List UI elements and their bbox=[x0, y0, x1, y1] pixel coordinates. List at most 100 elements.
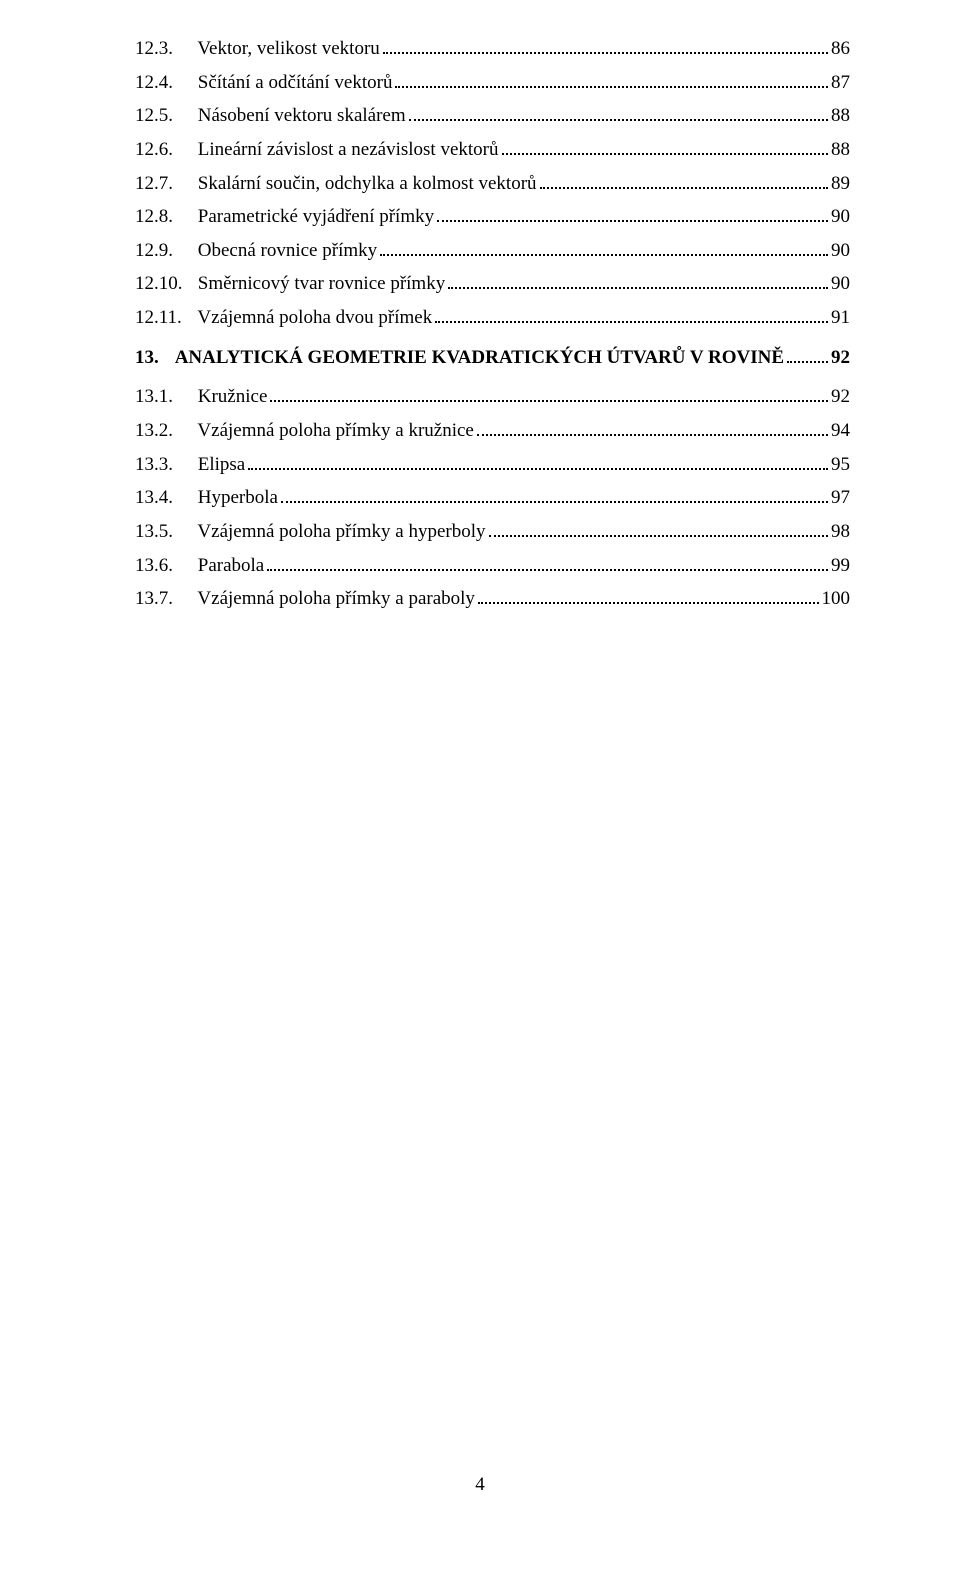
toc-entry-number: 12.10. bbox=[135, 271, 193, 297]
toc-entry-page: 92 bbox=[831, 386, 850, 408]
toc-entry-title: Sčítání a odčítání vektorů bbox=[198, 72, 393, 93]
toc-entry-number: 13.7. bbox=[135, 586, 193, 612]
toc-entry-page: 88 bbox=[831, 139, 850, 161]
toc-entry: 13.6. Parabola 99 bbox=[135, 553, 850, 579]
toc-entry-title: Obecná rovnice přímky bbox=[198, 240, 377, 261]
dot-leader bbox=[437, 211, 828, 223]
dot-leader bbox=[383, 42, 828, 54]
toc-entry-page: 97 bbox=[831, 487, 850, 509]
toc-entry: 13.5. Vzájemná poloha přímky a hyperboly… bbox=[135, 519, 850, 545]
dot-leader bbox=[787, 351, 828, 363]
toc-entry: 12.8. Parametrické vyjádření přímky 90 bbox=[135, 204, 850, 230]
toc-entry-number: 13.3. bbox=[135, 452, 193, 478]
toc-entry-label: 12.9. Obecná rovnice přímky bbox=[135, 238, 377, 264]
toc-entry-label: 12.5. Násobení vektoru skalárem bbox=[135, 103, 406, 129]
toc-entry: 12.9. Obecná rovnice přímky 90 bbox=[135, 238, 850, 264]
toc-entry-page: 92 bbox=[831, 347, 850, 369]
toc-entry-label: 12.10. Směrnicový tvar rovnice přímky bbox=[135, 271, 445, 297]
toc-entry-page: 98 bbox=[831, 521, 850, 543]
toc-entry-label: 12.3. Vektor, velikost vektoru bbox=[135, 36, 380, 62]
toc-entry-page: 88 bbox=[831, 105, 850, 127]
toc-entry-number: 12.6. bbox=[135, 137, 193, 163]
toc-entry-number: 12.5. bbox=[135, 103, 193, 129]
toc-entry-number: 13.2. bbox=[135, 418, 193, 444]
toc-entry-title: Směrnicový tvar rovnice přímky bbox=[198, 273, 445, 294]
toc-entry: 12.10. Směrnicový tvar rovnice přímky 90 bbox=[135, 271, 850, 297]
toc-entry-number: 13. bbox=[135, 345, 171, 371]
toc-entry: 13.4. Hyperbola 97 bbox=[135, 485, 850, 511]
dot-leader bbox=[267, 559, 828, 571]
toc-entry: 12.6. Lineární závislost a nezávislost v… bbox=[135, 137, 850, 163]
toc-entry: 13.3. Elipsa 95 bbox=[135, 452, 850, 478]
toc-entry-page: 90 bbox=[831, 206, 850, 228]
toc-entry-title: Elipsa bbox=[198, 454, 246, 475]
toc-entry-label: 12.7. Skalární součin, odchylka a kolmos… bbox=[135, 171, 537, 197]
toc-entry-title: Vzájemná poloha přímky a kružnice bbox=[197, 420, 473, 441]
toc-entry: 12.3. Vektor, velikost vektoru 86 bbox=[135, 36, 850, 62]
toc-entry-number: 13.1. bbox=[135, 384, 193, 410]
dot-leader bbox=[540, 177, 828, 189]
toc-entry-label: 12.6. Lineární závislost a nezávislost v… bbox=[135, 137, 499, 163]
toc-entry: 13.2. Vzájemná poloha přímky a kružnice … bbox=[135, 418, 850, 444]
toc-entry-label: 13.1. Kružnice bbox=[135, 384, 267, 410]
dot-leader bbox=[502, 143, 829, 155]
toc-entry-number: 12.7. bbox=[135, 171, 193, 197]
toc-entry-label: 13.6. Parabola bbox=[135, 553, 264, 579]
toc-entry-title: Vzájemná poloha přímky a hyperboly bbox=[197, 521, 485, 542]
toc-entry-number: 12.3. bbox=[135, 36, 193, 62]
toc-entry-title: Kružnice bbox=[198, 386, 268, 407]
toc-entry-page: 91 bbox=[831, 307, 850, 329]
dot-leader bbox=[435, 312, 828, 324]
dot-leader bbox=[380, 244, 828, 256]
table-of-contents: 12.3. Vektor, velikost vektoru 86 12.4. S… bbox=[135, 36, 850, 612]
toc-entry-page: 89 bbox=[831, 173, 850, 195]
toc-entry: 12.11. Vzájemná poloha dvou přímek 91 bbox=[135, 305, 850, 331]
toc-entry-title: Vzájemná poloha dvou přímek bbox=[197, 307, 432, 328]
toc-entry-number: 12.8. bbox=[135, 204, 193, 230]
toc-entry: 13.1. Kružnice 92 bbox=[135, 384, 850, 410]
toc-entry-label: 12.8. Parametrické vyjádření přímky bbox=[135, 204, 434, 230]
toc-entry-title: Parametrické vyjádření přímky bbox=[198, 206, 434, 227]
toc-entry-number: 13.5. bbox=[135, 519, 193, 545]
toc-entry-title: Vektor, velikost vektoru bbox=[197, 38, 379, 59]
toc-entry-label: 13.5. Vzájemná poloha přímky a hyperboly bbox=[135, 519, 486, 545]
toc-entry-label: 13.7. Vzájemná poloha přímky a paraboly bbox=[135, 586, 475, 612]
dot-leader bbox=[448, 278, 828, 290]
toc-entry-number: 12.9. bbox=[135, 238, 193, 264]
toc-entry-label: 13. ANALYTICKÁ GEOMETRIE KVADRATICKÝCH Ú… bbox=[135, 345, 784, 371]
toc-entry-page: 99 bbox=[831, 555, 850, 577]
toc-entry-title: Hyperbola bbox=[198, 487, 278, 508]
toc-entry-title: Násobení vektoru skalárem bbox=[198, 105, 406, 126]
toc-entry: 12.4. Sčítání a odčítání vektorů 87 bbox=[135, 70, 850, 96]
toc-entry-title: Lineární závislost a nezávislost vektorů bbox=[198, 139, 499, 160]
toc-entry-label: 12.4. Sčítání a odčítání vektorů bbox=[135, 70, 392, 96]
toc-entry-label: 13.2. Vzájemná poloha přímky a kružnice bbox=[135, 418, 474, 444]
toc-entry-page: 95 bbox=[831, 454, 850, 476]
toc-entry-page: 87 bbox=[831, 72, 850, 94]
toc-entry-title: Vzájemná poloha přímky a paraboly bbox=[197, 588, 475, 609]
dot-leader bbox=[477, 424, 828, 436]
page-number: 4 bbox=[0, 1474, 960, 1496]
toc-entry-page: 94 bbox=[831, 420, 850, 442]
toc-entry-page: 100 bbox=[822, 588, 851, 610]
toc-entry-page: 86 bbox=[831, 38, 850, 60]
toc-entry-page: 90 bbox=[831, 240, 850, 262]
toc-entry-label: 12.11. Vzájemná poloha dvou přímek bbox=[135, 305, 432, 331]
dot-leader bbox=[489, 525, 828, 537]
toc-entry-number: 13.4. bbox=[135, 485, 193, 511]
dot-leader bbox=[409, 110, 828, 122]
toc-entry-label: 13.3. Elipsa bbox=[135, 452, 245, 478]
toc-entry-title: Parabola bbox=[198, 555, 264, 576]
dot-leader bbox=[395, 76, 828, 88]
toc-entry: 13. ANALYTICKÁ GEOMETRIE KVADRATICKÝCH Ú… bbox=[135, 345, 850, 371]
toc-entry: 12.7. Skalární součin, odchylka a kolmos… bbox=[135, 171, 850, 197]
dot-leader bbox=[248, 458, 828, 470]
toc-entry-title: ANALYTICKÁ GEOMETRIE KVADRATICKÝCH ÚTVAR… bbox=[175, 347, 784, 368]
toc-entry-number: 12.4. bbox=[135, 70, 193, 96]
toc-entry-title: Skalární součin, odchylka a kolmost vekt… bbox=[198, 173, 537, 194]
toc-entry: 13.7. Vzájemná poloha přímky a paraboly … bbox=[135, 586, 850, 612]
dot-leader bbox=[281, 492, 828, 504]
toc-entry: 12.5. Násobení vektoru skalárem 88 bbox=[135, 103, 850, 129]
dot-leader bbox=[478, 593, 819, 605]
toc-entry-label: 13.4. Hyperbola bbox=[135, 485, 278, 511]
